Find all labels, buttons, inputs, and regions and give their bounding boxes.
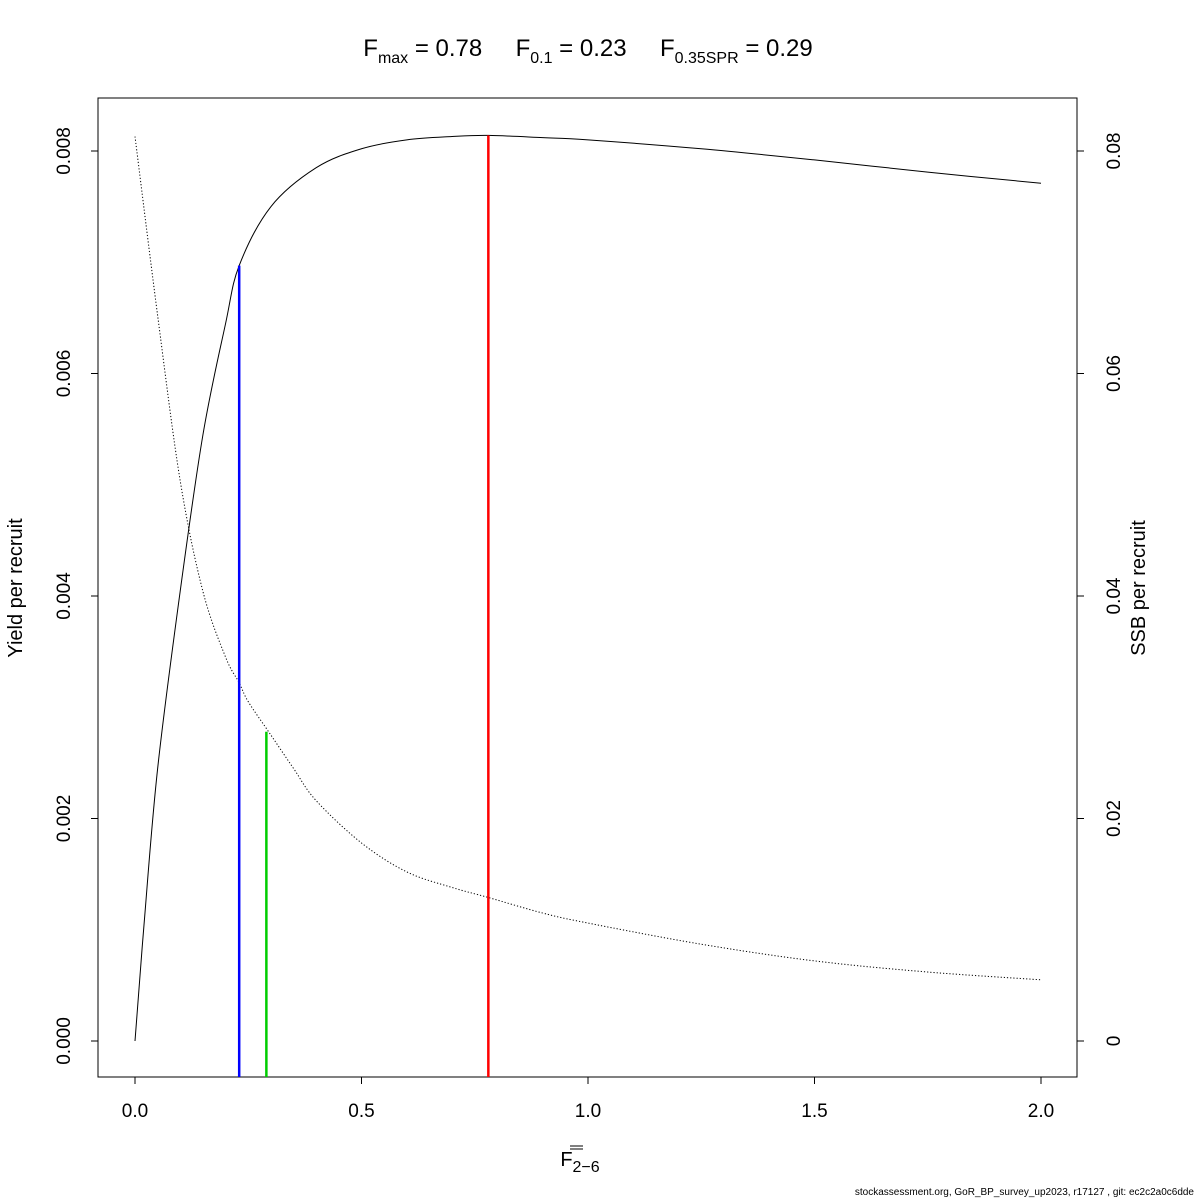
- y-left-tick-label: 0.004: [54, 572, 75, 620]
- y-left-tick-label: 0.006: [54, 350, 75, 398]
- x-axis-label: F2−6: [560, 1149, 599, 1176]
- title-fmax-sub: max: [378, 50, 408, 67]
- title-fmax-label: F: [363, 35, 378, 62]
- footer-text: stockassessment.org, GoR_BP_survey_up202…: [855, 1187, 1195, 1198]
- title-f01-value: 0.23: [580, 35, 627, 62]
- x-axis-label-main: F: [560, 1149, 572, 1171]
- ssb-per-recruit-line: [134, 136, 1042, 981]
- plot-frame: [97, 97, 1078, 1078]
- x-tick-label: 1.5: [801, 1101, 827, 1122]
- y-left-tick-label: 0.000: [54, 1017, 75, 1065]
- title-fmax-value: 0.78: [436, 35, 483, 62]
- y-right-tick-label: 0.02: [1104, 800, 1125, 837]
- yield-per-recruit-line: [134, 134, 1042, 1042]
- title-fspr-value: 0.29: [766, 35, 813, 62]
- y-right-tick-label: 0.04: [1104, 577, 1125, 614]
- y-left-tick-label: 0.008: [54, 127, 75, 175]
- x-tick-label: 0.0: [122, 1101, 148, 1122]
- title-fspr-label: F: [660, 35, 675, 62]
- x-axis-label-sub: 2−6: [573, 1159, 600, 1176]
- x-axis: 0.0 0.5 1.0 1.5 2.0: [122, 1077, 1054, 1122]
- x-tick-label: 2.0: [1028, 1101, 1054, 1122]
- y-left-tick-label: 0.002: [54, 795, 75, 843]
- y-right-tick-label: 0.08: [1104, 133, 1125, 170]
- title-f01-label: F: [516, 35, 531, 62]
- y-right-axis: 0 0.02 0.04 0.06 0.08: [1077, 133, 1125, 1047]
- title-fspr-sub: 0.35SPR: [675, 50, 739, 67]
- y-left-axis-label: Yield per recruit: [5, 518, 27, 658]
- y-right-tick-label: 0: [1104, 1036, 1125, 1047]
- chart-title: Fmax = 0.78 F0.1 = 0.23 F0.35SPR = 0.29: [363, 35, 812, 67]
- x-tick-label: 1.0: [575, 1101, 601, 1122]
- reference-lines: [237, 135, 490, 1077]
- y-right-tick-label: 0.06: [1104, 355, 1125, 392]
- y-left-axis: 0.000 0.002 0.004 0.006 0.008: [54, 127, 98, 1065]
- y-right-axis-label: SSB per recruit: [1128, 520, 1150, 656]
- x-tick-label: 0.5: [348, 1101, 374, 1122]
- title-f01-sub: 0.1: [530, 50, 552, 67]
